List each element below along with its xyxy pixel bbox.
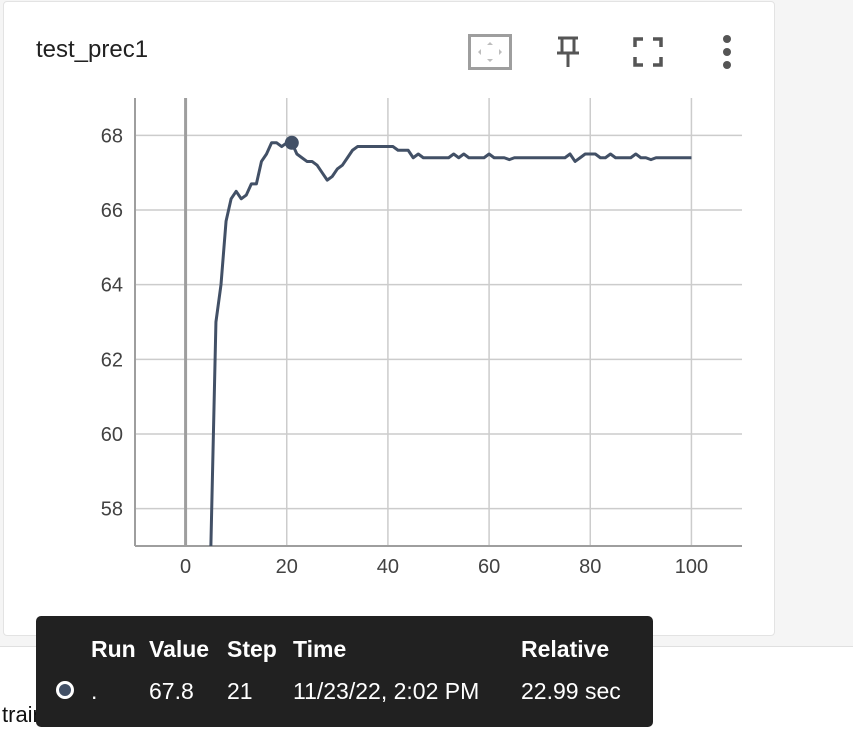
x-tick-label: 80 (579, 556, 601, 578)
x-tick-label: 40 (377, 556, 399, 578)
line-chart[interactable]: 58 60 62 64 66 68 0 20 40 60 80 100 (4, 2, 776, 602)
y-tick-label: 66 (101, 200, 123, 222)
scalar-card: test_prec1 58 (3, 1, 775, 636)
fit-domain-button[interactable] (468, 32, 512, 72)
tooltip-header-value: Value (149, 636, 210, 662)
tooltip: Run Value Step Time Relative . 67.8 21 1… (36, 616, 653, 727)
tooltip-value: 67.8 (149, 678, 194, 704)
y-tick-label: 60 (101, 424, 123, 446)
card-title: test_prec1 (36, 36, 149, 63)
run-color-dot (56, 681, 74, 699)
y-tick-label: 58 (101, 499, 123, 521)
tooltip-run: . (91, 678, 98, 704)
series-line (209, 141, 692, 546)
y-tick-label: 64 (101, 275, 123, 297)
tooltip-relative: 22.99 sec (521, 678, 621, 704)
fullscreen-button[interactable] (626, 32, 670, 72)
tooltip-header-time: Time (293, 636, 347, 662)
y-tick-label: 62 (101, 349, 123, 371)
pin-icon (555, 35, 581, 69)
more-vert-icon (722, 35, 732, 69)
x-tick-label: 60 (478, 556, 500, 578)
fullscreen-icon (633, 37, 663, 67)
fit-to-data-icon (468, 34, 512, 70)
x-tick-label: 100 (675, 556, 708, 578)
highlight-point (284, 135, 299, 150)
x-tick-label: 0 (180, 556, 191, 578)
tooltip-step: 21 (227, 678, 253, 704)
tooltip-header-step: Step (227, 636, 277, 662)
tooltip-time: 11/23/22, 2:02 PM (293, 678, 480, 704)
pin-button[interactable] (546, 32, 590, 72)
more-options-button[interactable] (705, 32, 749, 72)
x-tick-label: 20 (276, 556, 298, 578)
tooltip-header-run: Run (91, 636, 136, 662)
tooltip-header-relative: Relative (521, 636, 610, 662)
y-tick-label: 68 (101, 125, 123, 147)
